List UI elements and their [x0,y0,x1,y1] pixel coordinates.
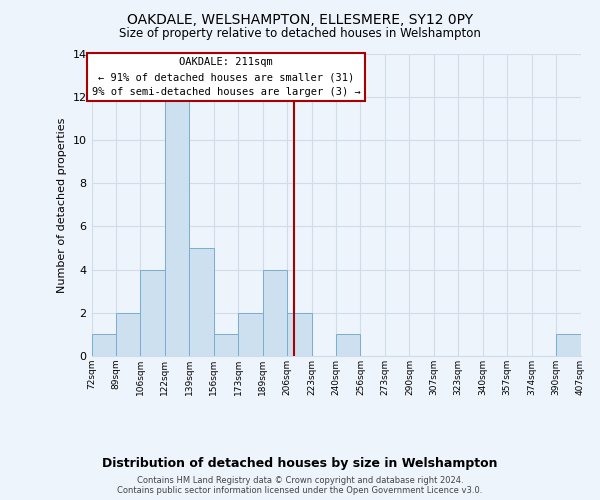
Text: OAKDALE, WELSHAMPTON, ELLESMERE, SY12 0PY: OAKDALE, WELSHAMPTON, ELLESMERE, SY12 0P… [127,12,473,26]
Bar [336,334,361,356]
Bar [190,248,214,356]
Text: OAKDALE: 211sqm
← 91% of detached houses are smaller (31)
9% of semi-detached ho: OAKDALE: 211sqm ← 91% of detached houses… [92,57,361,97]
Bar [140,270,165,356]
Bar [165,97,190,356]
Y-axis label: Number of detached properties: Number of detached properties [57,117,67,292]
Bar [238,312,263,356]
Text: Size of property relative to detached houses in Welshampton: Size of property relative to detached ho… [119,28,481,40]
Bar [92,334,116,356]
Bar [287,312,311,356]
Bar [263,270,287,356]
Text: Contains HM Land Registry data © Crown copyright and database right 2024.
Contai: Contains HM Land Registry data © Crown c… [118,476,482,495]
Text: Distribution of detached houses by size in Welshampton: Distribution of detached houses by size … [102,458,498,470]
Bar [214,334,238,356]
Bar [556,334,581,356]
Bar [116,312,140,356]
